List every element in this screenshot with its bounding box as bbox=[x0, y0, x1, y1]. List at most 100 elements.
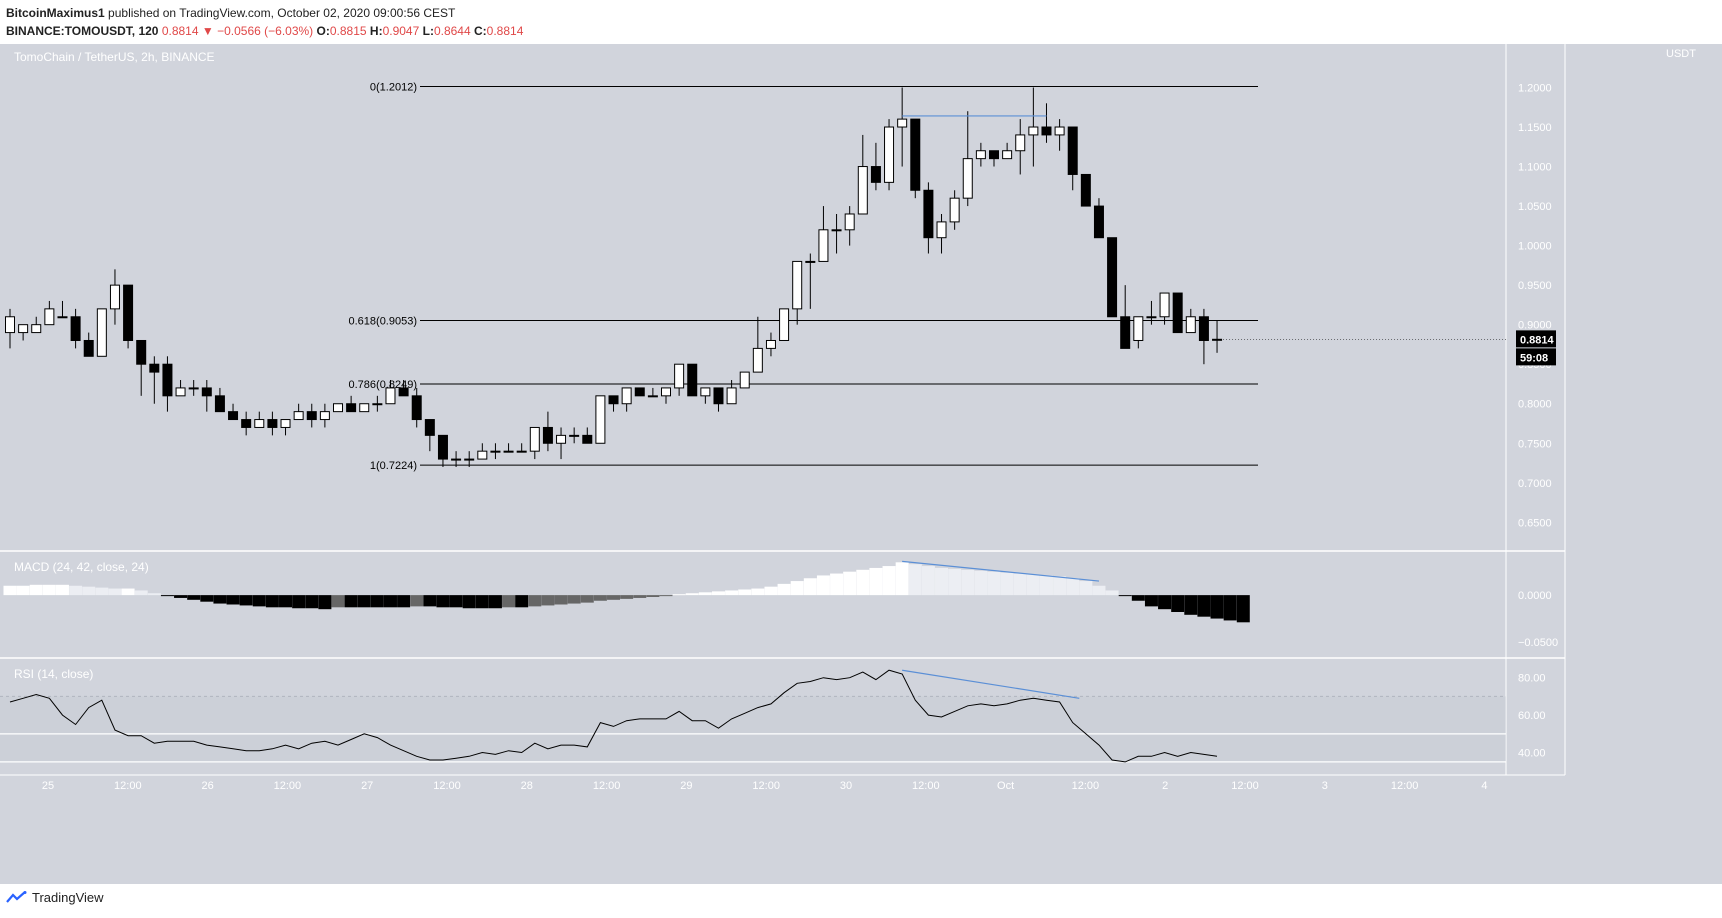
macd-histogram-bar bbox=[541, 595, 555, 606]
time-tick-label: 26 bbox=[201, 780, 213, 792]
time-tick-label: 25 bbox=[42, 780, 54, 792]
macd-histogram-bar bbox=[1131, 595, 1145, 601]
candle-body-down bbox=[424, 419, 435, 436]
footer-branding: TradingView bbox=[6, 890, 104, 905]
macd-histogram-bar bbox=[1079, 581, 1093, 596]
chart-canvas[interactable]: 0(1.2012)0.618(0.9053)0.786(0.8249)1(0.7… bbox=[0, 44, 1722, 884]
rsi-pane: 80.00 60.00 40.00 bbox=[0, 669, 1546, 763]
time-tick-label: 27 bbox=[361, 780, 373, 792]
macd-histogram-bar bbox=[1039, 575, 1053, 596]
candle-body-up bbox=[844, 213, 855, 231]
footer-brand[interactable]: TradingView bbox=[32, 890, 104, 905]
candle-body-up bbox=[674, 363, 685, 389]
macd-tick-label: 0.0000 bbox=[1518, 590, 1552, 602]
candle-body-up bbox=[372, 403, 383, 406]
macd-histogram-bar bbox=[95, 587, 109, 596]
candle-body-up bbox=[503, 450, 514, 453]
candle-body-down bbox=[634, 387, 645, 397]
macd-histogram-bar bbox=[502, 595, 516, 608]
macd-histogram-bar bbox=[515, 595, 529, 608]
macd-histogram-bar bbox=[567, 595, 581, 604]
rsi-tick-label: 40.00 bbox=[1518, 748, 1546, 760]
candle-body-down bbox=[923, 189, 934, 239]
candle-body-up bbox=[293, 411, 304, 421]
candle-body-down bbox=[136, 339, 147, 365]
fib-level-label: 0.618(0.9053) bbox=[349, 315, 418, 327]
candle-body-down bbox=[910, 118, 921, 191]
macd-histogram-bar bbox=[738, 589, 752, 596]
macd-histogram-bar bbox=[174, 595, 188, 598]
rsi-tick-label: 60.00 bbox=[1518, 710, 1546, 722]
high-label: H: bbox=[369, 24, 383, 38]
candle-body-up bbox=[661, 387, 671, 397]
macd-histogram-bar bbox=[1223, 595, 1237, 621]
macd-histogram-bar bbox=[1184, 595, 1198, 615]
time-tick-label: 12:00 bbox=[274, 780, 302, 792]
time-tick-label: 4 bbox=[1481, 780, 1487, 792]
macd-histogram-bar bbox=[1144, 595, 1158, 607]
candle-body-up bbox=[1146, 316, 1157, 319]
time-axis[interactable]: 25 12:00 26 12:00 27 12:00 28 12:00 29 12:00 30 12:… bbox=[42, 780, 1488, 792]
candle-body-up bbox=[739, 371, 750, 389]
candle-body-down bbox=[201, 387, 212, 397]
price-tick-label: 1.1500 bbox=[1518, 122, 1552, 134]
macd-histogram-bar bbox=[1158, 595, 1172, 610]
price-axis[interactable]: 0.65000.70000.75000.80000.85000.90000.95… bbox=[1223, 82, 1556, 529]
candle-body-up bbox=[884, 126, 895, 183]
macd-histogram-bar bbox=[305, 595, 319, 609]
candle-body-up bbox=[569, 434, 580, 437]
open-label: O: bbox=[316, 24, 330, 38]
last-price: 0.8814 bbox=[161, 24, 199, 38]
candle-body-up bbox=[621, 387, 632, 405]
candle-body-up bbox=[556, 434, 567, 444]
macd-histogram-bar bbox=[554, 595, 568, 605]
candle-body-down bbox=[582, 434, 593, 444]
chart-header: BitcoinMaximus1 published on TradingView… bbox=[6, 4, 523, 40]
time-tick-label: 2 bbox=[1162, 780, 1168, 792]
macd-histogram-bar bbox=[160, 595, 174, 597]
candle-body-up bbox=[936, 221, 947, 239]
time-tick-label: 12:00 bbox=[114, 780, 142, 792]
macd-histogram-bar bbox=[147, 593, 161, 596]
macd-histogram-bar bbox=[777, 583, 791, 596]
candle-body-down bbox=[1172, 292, 1183, 334]
time-tick-label: 12:00 bbox=[752, 780, 780, 792]
time-tick-label: 12:00 bbox=[912, 780, 940, 792]
fib-retracement[interactable]: 0(1.2012)0.618(0.9053)0.786(0.8249)1(0.7… bbox=[349, 82, 1259, 473]
published-text: published on TradingView.com, October 02… bbox=[108, 6, 456, 20]
candle-body-up bbox=[96, 308, 107, 357]
candle-body-up bbox=[385, 387, 396, 405]
macd-histogram-bar bbox=[830, 573, 844, 596]
candle-body-down bbox=[228, 411, 239, 421]
macd-histogram-bar bbox=[462, 595, 476, 609]
macd-histogram-bar bbox=[895, 562, 909, 596]
trendlines[interactable] bbox=[902, 115, 1100, 699]
candle-body-down bbox=[1120, 316, 1131, 349]
macd-histogram-bar bbox=[1171, 595, 1185, 612]
candle-body-up bbox=[490, 450, 501, 453]
macd-histogram-bar bbox=[843, 571, 857, 596]
macd-label: MACD (24, 42, close, 24) bbox=[14, 560, 149, 574]
macd-histogram-bar bbox=[108, 588, 122, 596]
macd-histogram-bar bbox=[3, 585, 17, 596]
author-name[interactable]: BitcoinMaximus1 bbox=[6, 6, 105, 20]
candle-body-up bbox=[477, 450, 488, 460]
currency-label: USDT bbox=[1666, 48, 1696, 60]
price-change: −0.0566 (−6.03%) bbox=[217, 24, 314, 38]
price-tick-label: 0.9000 bbox=[1518, 320, 1552, 332]
chart-title: TomoChain / TetherUS, 2h, BINANCE bbox=[14, 50, 215, 64]
macd-histogram-bar bbox=[711, 591, 725, 596]
candle-body-down bbox=[989, 150, 999, 160]
macd-histogram-bar bbox=[357, 595, 371, 608]
candle-body-up bbox=[962, 158, 973, 199]
macd-histogram-bar bbox=[344, 595, 358, 608]
close-value: 0.8814 bbox=[486, 24, 524, 38]
macd-histogram-bar bbox=[29, 584, 43, 596]
candle-body-down bbox=[1041, 126, 1052, 136]
macd-histogram-bar bbox=[1118, 595, 1132, 597]
price-tick-label: 0.8000 bbox=[1518, 399, 1552, 411]
macd-histogram-bar bbox=[1026, 574, 1040, 596]
macd-histogram-bar bbox=[436, 595, 450, 608]
macd-histogram-bar bbox=[397, 595, 411, 608]
fib-level-label: 0(1.2012) bbox=[370, 82, 417, 94]
